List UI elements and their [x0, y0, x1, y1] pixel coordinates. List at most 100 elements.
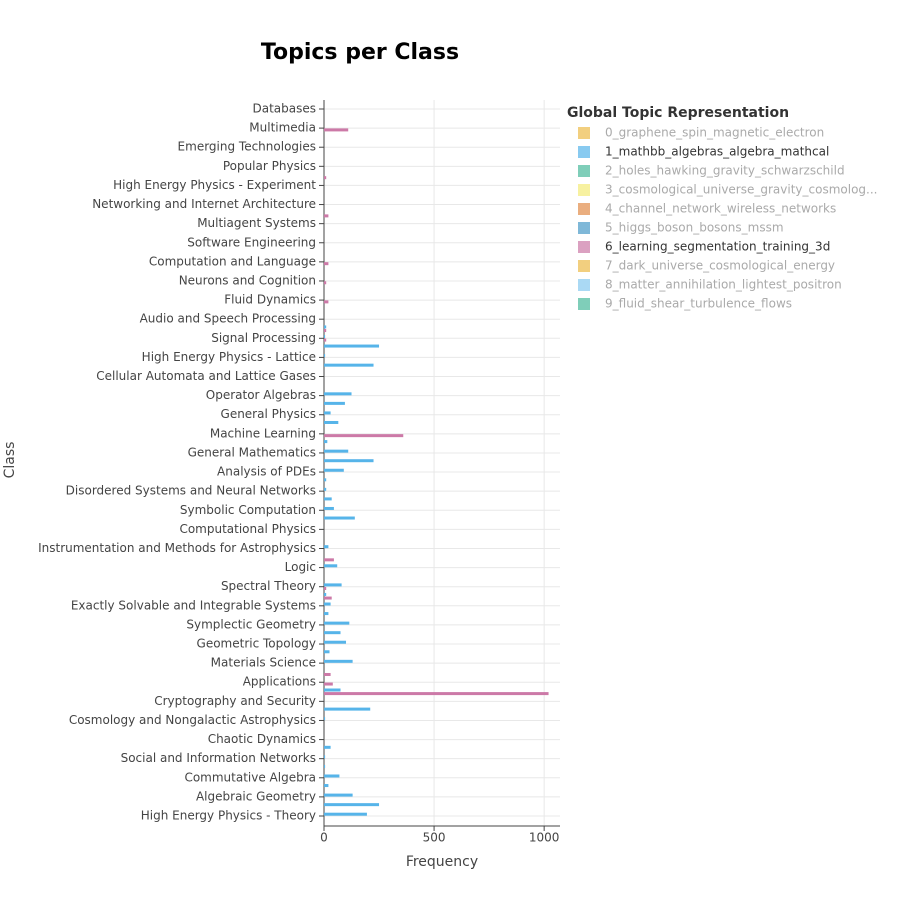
legend-label[interactable]: 0_graphene_spin_magnetic_electron: [605, 126, 824, 140]
legend-swatch[interactable]: [578, 222, 590, 234]
bar: [324, 545, 329, 549]
bar: [324, 587, 327, 591]
y-tick-label: High Energy Physics - Experiment: [113, 178, 316, 192]
bar: [324, 650, 330, 654]
legend-label[interactable]: 6_learning_segmentation_training_3d: [605, 240, 830, 254]
legend-swatch[interactable]: [578, 298, 590, 310]
legend-label[interactable]: 7_dark_universe_cosmological_energy: [605, 259, 835, 273]
y-tick-label: General Mathematics: [188, 445, 316, 459]
legend-swatch[interactable]: [578, 203, 590, 215]
legend-label[interactable]: 2_holes_hawking_gravity_schwarzschild: [605, 164, 845, 178]
legend-label[interactable]: 4_channel_network_wireless_networks: [605, 202, 836, 216]
y-tick-label: Disordered Systems and Neural Networks: [66, 484, 316, 498]
bar: [324, 774, 340, 778]
y-tick-label: Commutative Algebra: [184, 770, 316, 784]
legend-label[interactable]: 9_fluid_shear_turbulence_flows: [605, 297, 792, 311]
bar: [324, 564, 338, 568]
legend-label[interactable]: 8_matter_annihilation_lightest_positron: [605, 278, 842, 292]
bar: [324, 338, 327, 342]
y-axis-title: Class: [2, 442, 18, 479]
bar: [324, 420, 339, 424]
y-tick-label: Symplectic Geometry: [186, 617, 316, 631]
y-tick-label: Neurons and Cognition: [179, 273, 316, 287]
bar: [324, 592, 327, 596]
bar: [324, 803, 380, 807]
y-tick-label: Materials Science: [211, 656, 316, 670]
y-tick-label: Geometric Topology: [197, 637, 316, 651]
x-tick-label: 0: [320, 831, 328, 845]
y-tick-label: Signal Processing: [211, 331, 316, 345]
bar: [324, 176, 327, 180]
y-tick-label: Multimedia: [249, 121, 316, 135]
bar: [324, 281, 327, 285]
y-tick-label: Popular Physics: [223, 159, 316, 173]
bar: [324, 596, 332, 600]
y-tick-label: Software Engineering: [187, 235, 316, 249]
bar: [324, 344, 380, 348]
legend-swatch[interactable]: [578, 184, 590, 196]
legend-label[interactable]: 1_mathbb_algebras_algebra_mathcal: [605, 145, 829, 159]
bar: [324, 449, 349, 453]
y-tick-label: Cryptography and Security: [154, 694, 316, 708]
bar: [324, 497, 332, 501]
y-tick-label: Spectral Theory: [221, 579, 316, 593]
y-tick-label: Audio and Speech Processing: [140, 312, 316, 326]
y-tick-label: Chaotic Dynamics: [208, 732, 316, 746]
bar: [324, 707, 371, 711]
bar: [324, 812, 367, 816]
legend-swatch[interactable]: [578, 165, 590, 177]
legend-swatch[interactable]: [578, 279, 590, 291]
x-tick-label: 500: [423, 831, 446, 845]
y-tick-label: Machine Learning: [210, 426, 316, 440]
y-tick-label: Operator Algebras: [206, 388, 316, 402]
legend-title: Global Topic Representation: [567, 105, 789, 121]
bar: [324, 487, 327, 491]
y-tick-label: Applications: [243, 675, 316, 689]
legend-swatch[interactable]: [578, 146, 590, 158]
bar: [324, 440, 328, 444]
legend-label[interactable]: 5_higgs_boson_bosons_mssm: [605, 221, 784, 235]
legend-swatch[interactable]: [578, 260, 590, 272]
bar: [324, 478, 327, 482]
bar: [324, 354, 326, 358]
x-axis-title: Frequency: [406, 854, 478, 870]
bar: [324, 621, 350, 625]
y-tick-label: Fluid Dynamics: [224, 293, 316, 307]
x-tick-label: 1000: [529, 831, 560, 845]
y-tick-label: Symbolic Computation: [180, 503, 316, 517]
bar: [324, 300, 329, 304]
legend-label[interactable]: 3_cosmological_universe_gravity_cosmolog…: [605, 183, 877, 197]
y-tick-label: General Physics: [221, 407, 316, 421]
y-tick-label: Cosmology and Nongalactic Astrophysics: [69, 713, 316, 727]
bar: [324, 516, 355, 520]
legend-swatch[interactable]: [578, 241, 590, 253]
bar: [324, 334, 326, 338]
y-tick-label: Social and Information Networks: [121, 751, 316, 765]
y-tick-label: Logic: [285, 560, 316, 574]
y-tick-label: Emerging Technologies: [178, 140, 316, 154]
bar: [324, 392, 352, 396]
bar: [324, 672, 331, 676]
bar: [324, 764, 326, 768]
bar: [324, 784, 329, 788]
bar: [324, 692, 549, 696]
bar: [324, 602, 331, 606]
bar: [324, 468, 344, 472]
y-tick-label: Cellular Automata and Lattice Gases: [96, 369, 316, 383]
bar: [324, 755, 326, 759]
bar: [324, 459, 374, 463]
y-tick-label: Analysis of PDEs: [217, 465, 316, 479]
legend-swatch[interactable]: [578, 127, 590, 139]
bar: [324, 793, 353, 797]
bar: [324, 506, 334, 510]
bar: [324, 329, 327, 333]
y-tick-label: High Energy Physics - Lattice: [142, 350, 316, 364]
bar: [324, 363, 374, 367]
y-tick-label: Databases: [252, 102, 316, 116]
y-tick-label: Multiagent Systems: [197, 216, 316, 230]
bar: [324, 434, 404, 438]
bar: [324, 128, 349, 132]
bar: [324, 631, 341, 635]
y-tick-label: Instrumentation and Methods for Astrophy…: [38, 541, 316, 555]
